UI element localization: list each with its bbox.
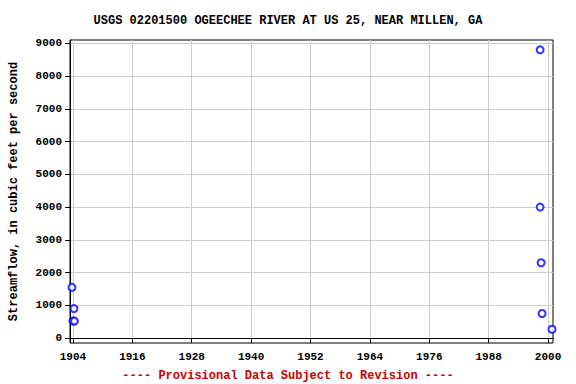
svg-text:---- Provisional Data Subject: ---- Provisional Data Subject to Revisio…: [122, 369, 453, 383]
svg-text:8000: 8000: [36, 70, 62, 82]
svg-text:2000: 2000: [36, 267, 62, 279]
svg-text:1940: 1940: [238, 351, 264, 363]
svg-text:4000: 4000: [36, 201, 62, 213]
svg-text:Streamflow, in cubic feet per: Streamflow, in cubic feet per second: [7, 62, 21, 321]
svg-text:1916: 1916: [119, 351, 145, 363]
svg-text:0: 0: [55, 332, 62, 344]
svg-text:6000: 6000: [36, 136, 62, 148]
svg-text:5000: 5000: [36, 168, 62, 180]
svg-text:1928: 1928: [179, 351, 206, 363]
svg-text:1000: 1000: [36, 299, 62, 311]
svg-text:1964: 1964: [357, 351, 384, 363]
svg-text:1988: 1988: [475, 351, 502, 363]
svg-text:2000: 2000: [535, 351, 561, 363]
svg-text:USGS 02201500 OGEECHEE RIVER A: USGS 02201500 OGEECHEE RIVER AT US 25, N…: [94, 14, 484, 28]
svg-text:3000: 3000: [36, 234, 62, 246]
svg-text:1904: 1904: [60, 351, 87, 363]
svg-text:1976: 1976: [416, 351, 442, 363]
svg-text:7000: 7000: [36, 103, 62, 115]
svg-text:1952: 1952: [297, 351, 323, 363]
svg-text:9000: 9000: [36, 37, 62, 49]
